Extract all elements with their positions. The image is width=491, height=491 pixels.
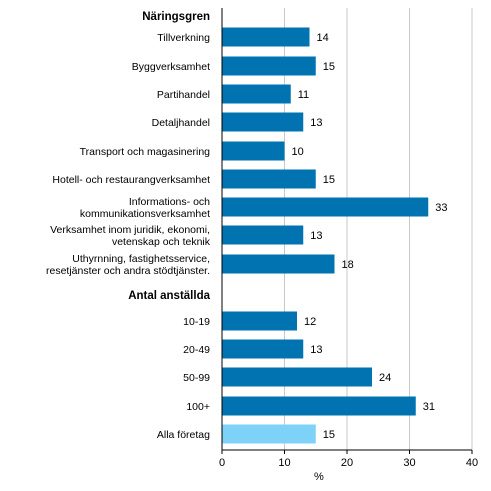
value-label: 10 <box>292 146 304 158</box>
category-labels: Näringsgren Tillverkning Byggverksamhet Par… <box>46 11 211 441</box>
category-label: Byggverksamhet <box>132 61 210 73</box>
bar <box>222 424 316 444</box>
bar <box>222 141 285 161</box>
bar <box>222 396 416 416</box>
category-label: Partihandel <box>157 89 210 101</box>
x-tick-label: 30 <box>403 457 415 469</box>
category-label: Alla företag <box>157 429 210 441</box>
value-label: 13 <box>310 230 322 242</box>
group-title: Näringsgren <box>142 11 210 23</box>
category-label: Tillverkning <box>157 32 210 44</box>
category-label: Informations- och kommunikationsverksamhe… <box>80 196 210 220</box>
bar <box>222 56 316 76</box>
category-label: 50-99 <box>183 372 210 384</box>
category-label: Uthyrnning, fastighetsservice, resetjänst… <box>46 253 210 277</box>
category-label: 10-19 <box>183 316 210 328</box>
category-label: Transport och magasinering <box>80 146 211 158</box>
category-label: Hotell- och restaurangverksamhet <box>52 174 210 186</box>
x-tick-label: 0 <box>219 457 225 469</box>
value-label: 15 <box>323 429 335 441</box>
value-label: 18 <box>342 259 354 271</box>
value-label: 13 <box>310 117 322 129</box>
value-label: 14 <box>317 32 329 44</box>
bars <box>222 27 429 444</box>
bar <box>222 84 291 104</box>
category-label: Verksamhet inom juridik, ekonomi, vetensk… <box>50 224 211 248</box>
bar <box>222 169 316 189</box>
value-label: 15 <box>323 174 335 186</box>
x-axis-title: % <box>314 471 324 483</box>
value-label: 33 <box>435 202 447 214</box>
bar <box>222 254 335 274</box>
bar <box>222 197 429 217</box>
x-axis: 0 10 20 30 40% <box>219 8 478 483</box>
bar <box>222 339 304 359</box>
value-label: 12 <box>304 316 316 328</box>
bar <box>222 225 304 245</box>
value-label: 15 <box>323 61 335 73</box>
group-title: Antal anställda <box>128 290 210 302</box>
value-label: 31 <box>423 401 435 413</box>
x-tick-label: 10 <box>278 457 290 469</box>
bar <box>222 311 297 331</box>
x-tick-label: 40 <box>466 457 478 469</box>
category-label: 20-49 <box>183 344 210 356</box>
bar <box>222 27 310 47</box>
x-tick-label: 20 <box>341 457 353 469</box>
value-label: 24 <box>379 372 391 384</box>
bar <box>222 112 304 132</box>
category-label: 100+ <box>186 401 210 413</box>
category-label: Detaljhandel <box>152 117 210 129</box>
value-labels: 14 15 11 13 10 15 33 13 18 12 13 24 31 15 <box>292 32 448 441</box>
value-label: 11 <box>298 89 309 101</box>
value-label: 13 <box>310 344 322 356</box>
bar <box>222 367 372 387</box>
